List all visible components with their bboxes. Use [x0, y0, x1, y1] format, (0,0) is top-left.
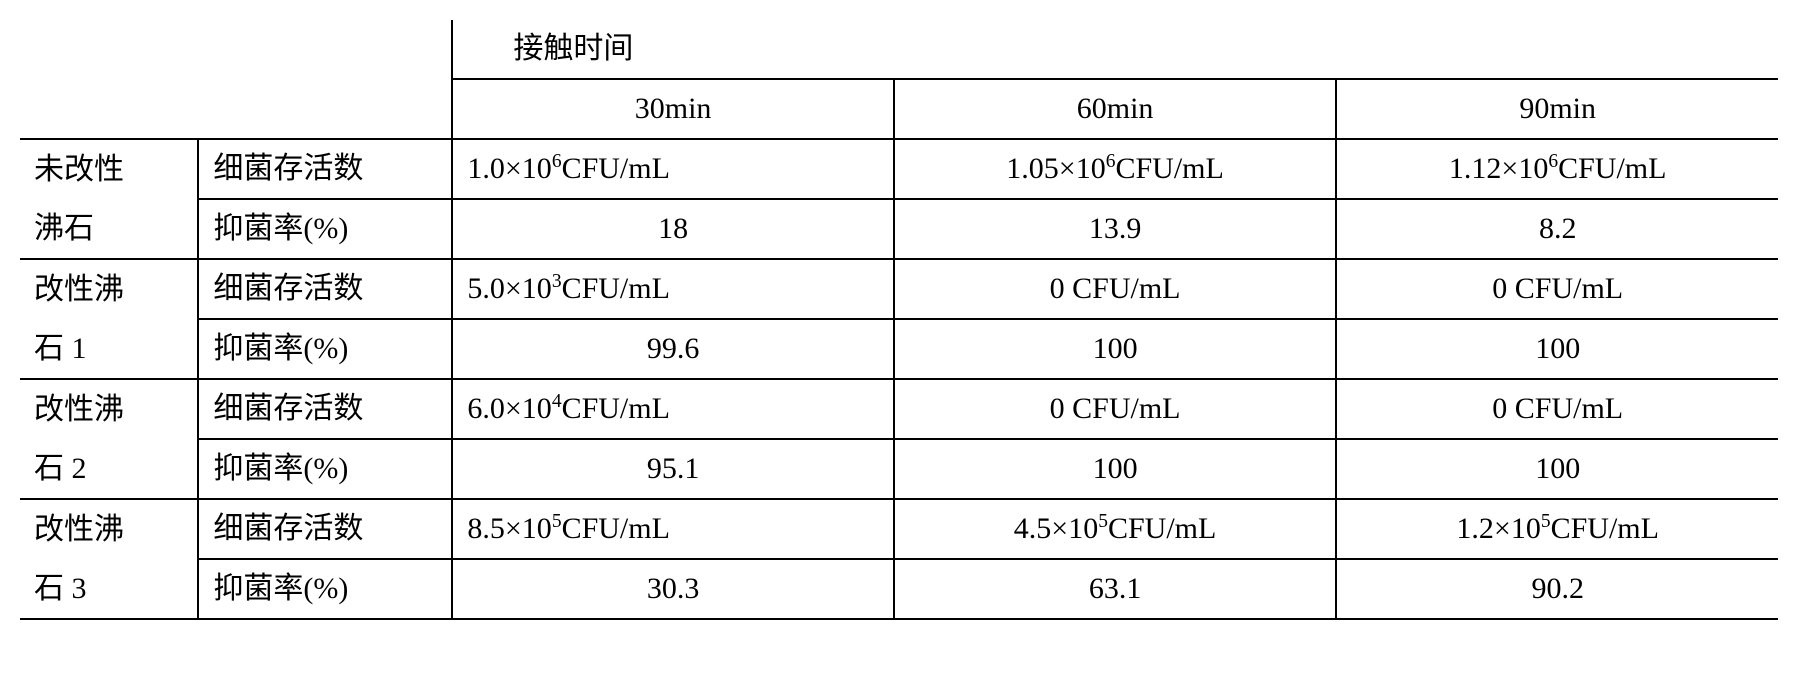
metric-survival: 细菌存活数: [198, 139, 452, 199]
metric-inhibition: 抑菌率(%): [198, 439, 452, 499]
header-blank: [20, 20, 452, 139]
cell-inhibition: 100: [894, 319, 1337, 379]
header-row-1: 接触时间: [20, 20, 1778, 79]
cell-inhibition: 99.6: [452, 319, 893, 379]
cell-survival: 4.5×105CFU/mL: [894, 499, 1337, 559]
metric-inhibition: 抑菌率(%): [198, 319, 452, 379]
cell-survival: 0 CFU/mL: [1336, 379, 1778, 439]
antimicrobial-table: 接触时间 30min 60min 90min 未改性 细菌存活数 1.0×106…: [20, 20, 1778, 620]
cell-inhibition: 100: [894, 439, 1337, 499]
sample-unmodified-l2: 沸石: [20, 199, 198, 259]
metric-inhibition: 抑菌率(%): [198, 199, 452, 259]
cell-inhibition: 100: [1336, 439, 1778, 499]
metric-survival: 细菌存活数: [198, 499, 452, 559]
metric-survival: 细菌存活数: [198, 259, 452, 319]
header-30min: 30min: [452, 79, 893, 139]
cell-survival: 0 CFU/mL: [894, 379, 1337, 439]
table-row: 石 3 抑菌率(%) 30.3 63.1 90.2: [20, 559, 1778, 619]
table-row: 改性沸 细菌存活数 5.0×103CFU/mL 0 CFU/mL 0 CFU/m…: [20, 259, 1778, 319]
cell-inhibition: 13.9: [894, 199, 1337, 259]
cell-survival: 0 CFU/mL: [894, 259, 1337, 319]
table-row: 改性沸 细菌存活数 8.5×105CFU/mL 4.5×105CFU/mL 1.…: [20, 499, 1778, 559]
cell-survival: 1.12×106CFU/mL: [1336, 139, 1778, 199]
table-row: 沸石 抑菌率(%) 18 13.9 8.2: [20, 199, 1778, 259]
sample-unmodified-l1: 未改性: [20, 139, 198, 199]
cell-inhibition: 8.2: [1336, 199, 1778, 259]
table-row: 未改性 细菌存活数 1.0×106CFU/mL 1.05×106CFU/mL 1…: [20, 139, 1778, 199]
cell-survival: 1.2×105CFU/mL: [1336, 499, 1778, 559]
header-contact-time: 接触时间: [452, 20, 1778, 79]
cell-inhibition: 95.1: [452, 439, 893, 499]
cell-survival: 6.0×104CFU/mL: [452, 379, 893, 439]
table-row: 改性沸 细菌存活数 6.0×104CFU/mL 0 CFU/mL 0 CFU/m…: [20, 379, 1778, 439]
cell-survival: 1.05×106CFU/mL: [894, 139, 1337, 199]
cell-inhibition: 30.3: [452, 559, 893, 619]
cell-inhibition: 90.2: [1336, 559, 1778, 619]
sample-mod3-l2: 石 3: [20, 559, 198, 619]
sample-mod2-l2: 石 2: [20, 439, 198, 499]
sample-mod2-l1: 改性沸: [20, 379, 198, 439]
cell-survival: 1.0×106CFU/mL: [452, 139, 893, 199]
cell-survival: 0 CFU/mL: [1336, 259, 1778, 319]
cell-survival: 5.0×103CFU/mL: [452, 259, 893, 319]
metric-inhibition: 抑菌率(%): [198, 559, 452, 619]
sample-mod1-l1: 改性沸: [20, 259, 198, 319]
table-row: 石 2 抑菌率(%) 95.1 100 100: [20, 439, 1778, 499]
metric-survival: 细菌存活数: [198, 379, 452, 439]
cell-survival: 8.5×105CFU/mL: [452, 499, 893, 559]
cell-inhibition: 100: [1336, 319, 1778, 379]
cell-inhibition: 18: [452, 199, 893, 259]
sample-mod3-l1: 改性沸: [20, 499, 198, 559]
cell-inhibition: 63.1: [894, 559, 1337, 619]
header-60min: 60min: [894, 79, 1337, 139]
table-row: 石 1 抑菌率(%) 99.6 100 100: [20, 319, 1778, 379]
sample-mod1-l2: 石 1: [20, 319, 198, 379]
header-90min: 90min: [1336, 79, 1778, 139]
